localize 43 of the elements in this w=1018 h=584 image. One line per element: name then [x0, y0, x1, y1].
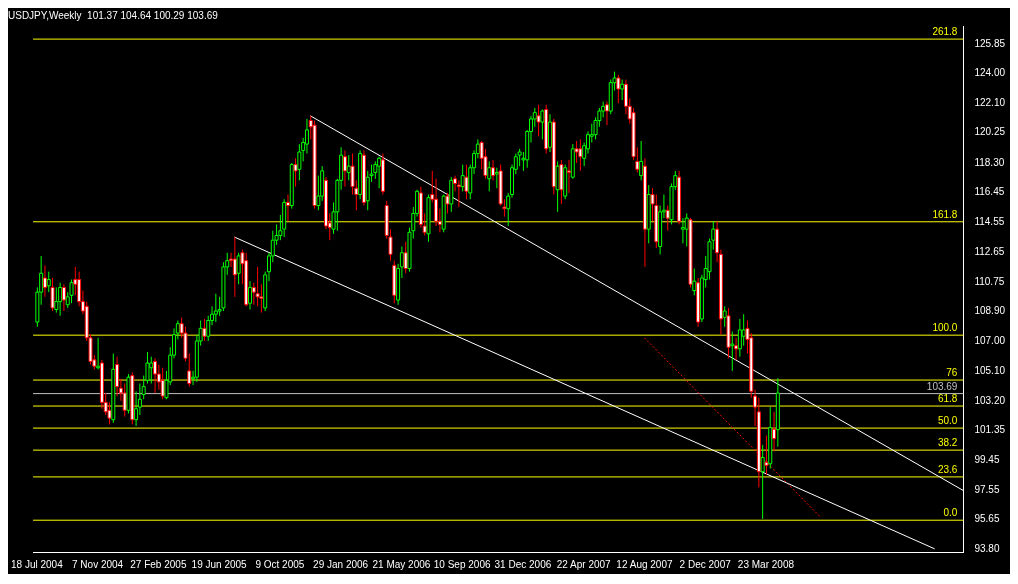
y-tick-label: 122.10 [974, 96, 1006, 108]
x-tick-label: 27 Feb 2005 [130, 558, 187, 570]
x-tick-label: 31 Dec 2006 [494, 558, 552, 570]
annotation: 76 [946, 367, 958, 379]
y-tick-label: 114.55 [974, 215, 1005, 227]
y-tick-label: 103.20 [974, 394, 1006, 406]
annotation: 23.6 [937, 464, 958, 476]
y-tick-label: 97.55 [974, 483, 1000, 495]
chart-title: USDJPY,Weekly 101.37 104.64 100.29 103.69 [8, 9, 219, 21]
annotation: 38.2 [937, 437, 958, 449]
x-tick-label: 12 Aug 2007 [616, 558, 673, 570]
y-tick-label: 125.85 [974, 37, 1006, 49]
x-tick-label: 18 Jul 2004 [11, 558, 64, 570]
y-tick-label: 93.80 [974, 542, 1000, 554]
y-tick-label: 108.90 [974, 304, 1006, 316]
y-tick-label: 101.35 [974, 423, 1006, 435]
y-tick-label: 110.75 [974, 275, 1005, 287]
x-tick-label: 19 Jun 2005 [191, 558, 248, 570]
x-tick-label: 22 Apr 2007 [556, 558, 612, 570]
y-tick-label: 124.00 [974, 67, 1006, 78]
y-tick-label: 99.45 [974, 453, 1000, 465]
candlestick [566, 159, 571, 194]
y-tick-label: 120.25 [974, 126, 1006, 138]
x-tick-label: 9 Oct 2005 [255, 558, 305, 570]
y-tick-label: 116.45 [974, 185, 1005, 197]
x-tick-label: 21 May 2006 [372, 558, 431, 570]
annotation: 0.0 [943, 507, 958, 519]
annotation: 261.8 [932, 26, 958, 38]
annotation: 50.0 [937, 415, 958, 427]
annotation: 100.0 [932, 322, 958, 334]
x-tick-label: 10 Sep 2006 [433, 558, 491, 570]
x-tick-label: 23 Mar 2008 [737, 558, 795, 570]
annotation: 61.8 [937, 393, 958, 405]
y-tick-label: 95.65 [974, 513, 1000, 525]
ref-line-label: 103.69 [926, 380, 958, 392]
x-tick-label: 2 Dec 2007 [679, 558, 732, 570]
y-tick-label: 107.00 [974, 334, 1006, 346]
x-tick-label: 7 Nov 2004 [72, 558, 124, 570]
x-tick-label: 29 Jan 2006 [313, 558, 369, 570]
y-tick-label: 118.30 [974, 156, 1005, 168]
y-tick-label: 105.10 [974, 364, 1006, 376]
annotation: 161.8 [932, 209, 958, 221]
y-tick-label: 112.65 [974, 245, 1005, 257]
